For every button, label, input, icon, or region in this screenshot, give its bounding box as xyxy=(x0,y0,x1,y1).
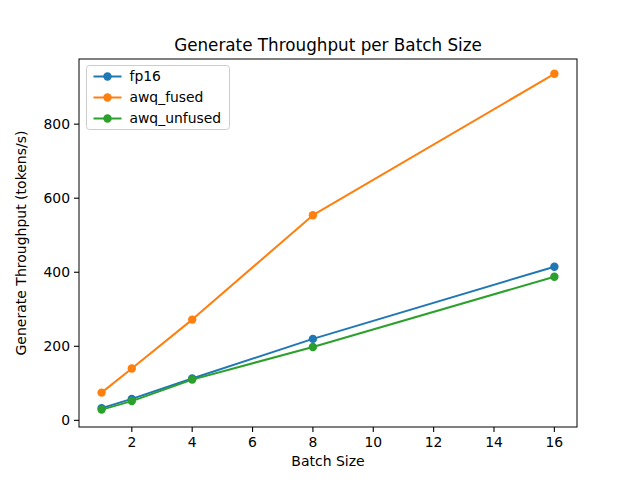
y-tick-label: 600 xyxy=(43,190,70,206)
series-line-awq_unfused xyxy=(102,277,555,410)
x-tick-label: 10 xyxy=(364,434,382,450)
series-marker-fp16 xyxy=(550,263,558,271)
legend-marker-awq_unfused xyxy=(103,114,111,122)
legend-label-awq_unfused: awq_unfused xyxy=(130,110,222,126)
series-marker-awq_unfused xyxy=(309,343,317,351)
x-tick-label: 16 xyxy=(546,434,564,450)
x-axis-label: Batch Size xyxy=(291,453,364,469)
y-tick-label: 0 xyxy=(61,412,70,428)
series-marker-awq_fused xyxy=(550,70,558,78)
series-marker-awq_fused xyxy=(188,315,196,323)
x-tick-label: 4 xyxy=(188,434,197,450)
series-marker-awq_fused xyxy=(97,388,105,396)
legend-label-awq_fused: awq_fused xyxy=(130,89,204,105)
series-marker-awq_fused xyxy=(309,211,317,219)
y-tick-label: 200 xyxy=(43,338,70,354)
legend-label-fp16: fp16 xyxy=(130,68,161,84)
y-tick-label: 800 xyxy=(43,116,70,132)
x-tick-label: 12 xyxy=(425,434,443,450)
x-tick-label: 2 xyxy=(127,434,136,450)
legend: fp16 awq_fused awq_unfused xyxy=(87,66,230,130)
series-marker-awq_unfused xyxy=(188,375,196,383)
series-marker-fp16 xyxy=(309,335,317,343)
series-marker-awq_unfused xyxy=(128,397,136,405)
series-marker-awq_fused xyxy=(128,364,136,372)
y-axis-label: Generate Throughput (tokens/s) xyxy=(13,131,29,356)
y-tick-label: 400 xyxy=(43,264,70,280)
series-marker-awq_unfused xyxy=(97,405,105,413)
throughput-chart-figure: Generate Throughput per Batch Size Batch… xyxy=(0,0,640,480)
series-marker-awq_unfused xyxy=(550,273,558,281)
legend-marker-awq_fused xyxy=(103,93,111,101)
line-chart-canvas: Generate Throughput per Batch Size Batch… xyxy=(0,0,640,480)
legend-marker-fp16 xyxy=(103,72,111,80)
x-tick-label: 8 xyxy=(308,434,317,450)
x-tick-label: 6 xyxy=(248,434,257,450)
x-tick-label: 14 xyxy=(485,434,503,450)
chart-title: Generate Throughput per Batch Size xyxy=(174,35,482,55)
